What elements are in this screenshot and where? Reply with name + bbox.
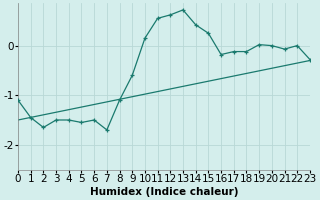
X-axis label: Humidex (Indice chaleur): Humidex (Indice chaleur) xyxy=(90,187,238,197)
